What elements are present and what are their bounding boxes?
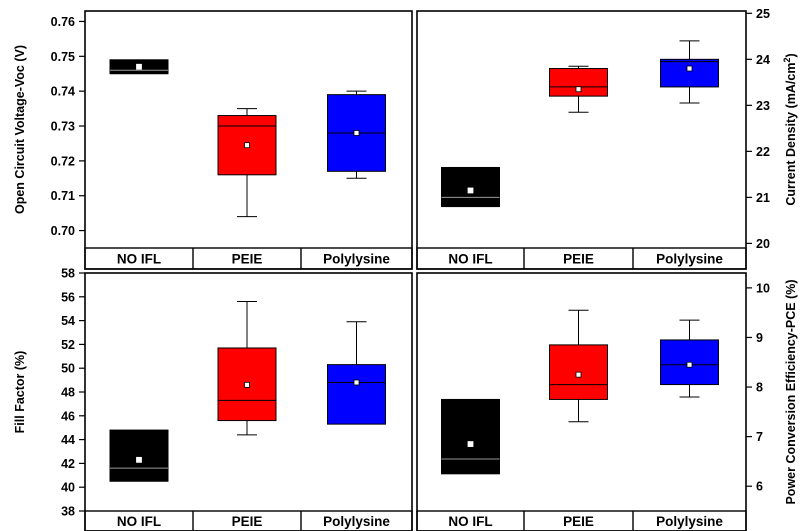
mean-marker bbox=[686, 361, 693, 368]
mean-marker bbox=[136, 456, 142, 463]
box-1 bbox=[549, 65, 608, 113]
category-label: NO IFL bbox=[448, 252, 492, 267]
y-tick-label: 0.71 bbox=[51, 189, 75, 203]
panel-frame bbox=[416, 10, 747, 270]
box-body bbox=[441, 166, 500, 208]
box-1 bbox=[217, 301, 277, 436]
mean-marker bbox=[686, 65, 693, 72]
y-tick-label: 0.76 bbox=[51, 15, 75, 29]
box-0 bbox=[441, 166, 500, 208]
mean-marker bbox=[575, 86, 582, 93]
box-body bbox=[660, 58, 719, 88]
box-2 bbox=[660, 40, 719, 104]
mean-marker bbox=[467, 187, 474, 194]
y-tick-label: 24 bbox=[756, 53, 770, 67]
y-tick-label: 21 bbox=[756, 191, 770, 205]
y-tick-label: 40 bbox=[61, 481, 75, 495]
panel-bottom-left: 38 40 42 44 46 48 50 52 54 56 58 Fill Factor (%) NO … bbox=[13, 267, 413, 531]
y-tick-label: 8 bbox=[756, 381, 763, 395]
box-body bbox=[549, 344, 608, 400]
y-tick-label: 22 bbox=[756, 145, 770, 159]
category-label: Polylysine bbox=[656, 252, 723, 267]
y-axis-title: Power Conversion Efficiency-PCE (%) bbox=[784, 279, 798, 504]
y-tick-label: 48 bbox=[61, 386, 75, 400]
box-2 bbox=[327, 321, 386, 425]
panel-frame bbox=[84, 10, 413, 270]
y-tick-label: 0.75 bbox=[51, 50, 75, 64]
category-label: NO IFL bbox=[117, 514, 161, 529]
y-tick-label: 52 bbox=[61, 338, 75, 352]
y-tick-label: 44 bbox=[61, 433, 75, 447]
y-tick-label: 58 bbox=[61, 267, 75, 281]
y-tick-label: 23 bbox=[756, 99, 770, 113]
y-tick-label: 46 bbox=[61, 409, 75, 423]
panel-frame bbox=[416, 272, 747, 531]
y-tick-label: 20 bbox=[756, 237, 770, 251]
box-body bbox=[109, 429, 169, 482]
y-tick-label: 10 bbox=[756, 281, 770, 295]
y-tick-label: 0.73 bbox=[51, 120, 75, 134]
category-label: PEIE bbox=[563, 514, 594, 529]
y-tick-label: 38 bbox=[61, 505, 75, 519]
mean-marker bbox=[244, 142, 250, 149]
panel-bottom-right: 6 7 8 9 10 Power Conversion Efficiency-PCE (%… bbox=[416, 272, 798, 531]
panel-frame bbox=[84, 272, 413, 531]
y-tick-label: 42 bbox=[61, 457, 75, 471]
y-tick-label: 50 bbox=[61, 362, 75, 376]
category-label: PEIE bbox=[232, 514, 263, 529]
category-label: PEIE bbox=[563, 252, 594, 267]
box-1 bbox=[217, 108, 277, 218]
y-tick-label: 0.72 bbox=[51, 154, 75, 168]
box-0 bbox=[441, 398, 500, 475]
y-tick-label: 54 bbox=[61, 314, 75, 328]
box-body bbox=[660, 339, 719, 386]
panel-top-right: 20 21 22 23 24 25 Current Density (mA/cm2) NO I… bbox=[416, 7, 798, 270]
y-axis-title: Fill Factor (%) bbox=[13, 351, 27, 434]
mean-marker bbox=[244, 381, 250, 388]
category-label: Polylysine bbox=[656, 514, 723, 529]
box-body bbox=[327, 364, 386, 425]
mean-marker bbox=[136, 63, 142, 70]
category-label: NO IFL bbox=[448, 514, 492, 529]
y-tick-label: 0.74 bbox=[51, 85, 75, 99]
mean-marker bbox=[353, 379, 360, 386]
mean-marker bbox=[353, 130, 360, 136]
box-2 bbox=[327, 90, 386, 179]
mean-marker bbox=[467, 441, 474, 447]
y-tick-label: 6 bbox=[756, 480, 763, 494]
y-tick-label: 7 bbox=[756, 430, 763, 444]
box-body bbox=[441, 398, 500, 475]
y-axis-title: Open Circuit Voltage-Voc (V) bbox=[13, 45, 27, 214]
panel-top-left: 0.70 0.71 0.72 0.73 0.74 0.75 0.76 Open Circuit… bbox=[13, 10, 413, 270]
box-0 bbox=[109, 59, 169, 75]
box-1 bbox=[549, 309, 608, 423]
category-label: PEIE bbox=[232, 252, 263, 267]
box-0 bbox=[109, 429, 169, 482]
category-label: Polylysine bbox=[323, 514, 390, 529]
y-tick-label: 56 bbox=[61, 290, 75, 304]
box-2 bbox=[660, 319, 719, 398]
y-axis-title: Current Density (mA/cm2) bbox=[782, 53, 798, 205]
category-label: NO IFL bbox=[117, 252, 161, 267]
y-tick-label: 25 bbox=[756, 7, 770, 21]
y-tick-label: 0.70 bbox=[51, 224, 75, 238]
category-label: Polylysine bbox=[323, 252, 390, 267]
mean-marker bbox=[575, 371, 582, 378]
y-tick-label: 9 bbox=[756, 331, 763, 345]
